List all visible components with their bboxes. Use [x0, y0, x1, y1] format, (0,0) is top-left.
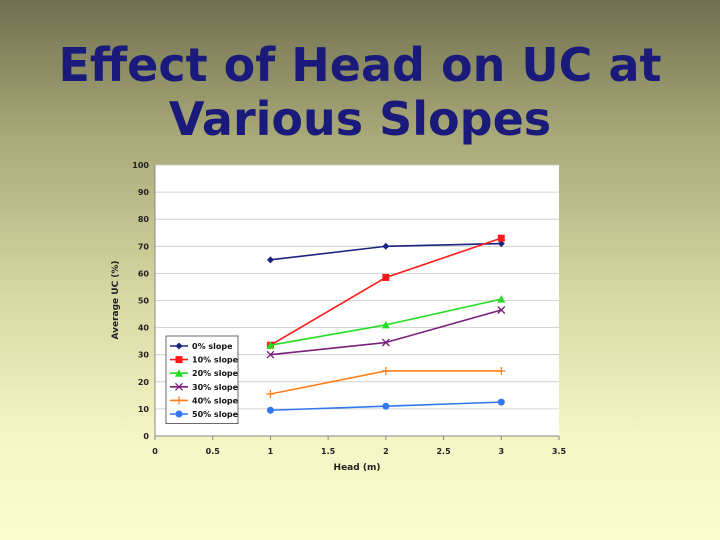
x-tick-label: 0	[152, 447, 158, 456]
data-point	[497, 366, 506, 375]
legend-marker	[175, 382, 183, 391]
legend-label: 0% slope	[192, 342, 233, 351]
slide-title: Effect of Head on UC at Various Slopes	[0, 38, 720, 146]
legend-label: 10% slope	[192, 356, 239, 365]
y-tick-label: 10	[138, 405, 150, 414]
x-tick-label: 3	[498, 447, 504, 456]
data-point	[266, 389, 275, 398]
y-tick-label: 0	[143, 432, 149, 441]
data-point	[266, 406, 274, 414]
x-tick-label: 0.5	[206, 447, 221, 456]
x-tick-label: 3.5	[552, 447, 567, 456]
series-0	[266, 240, 505, 264]
data-point	[382, 242, 390, 250]
data-point	[266, 341, 275, 349]
y-tick-label: 90	[138, 188, 150, 197]
legend-item: 10% slope	[170, 356, 239, 365]
series-5	[266, 398, 505, 414]
legend-item: 0% slope	[170, 342, 233, 351]
data-point	[266, 350, 275, 359]
data-point	[381, 320, 390, 329]
data-point	[497, 398, 505, 406]
x-axis-label: Head (m)	[334, 463, 381, 473]
legend-label: 50% slope	[192, 410, 239, 419]
legend-item: 50% slope	[170, 410, 239, 419]
legend-label: 40% slope	[192, 396, 239, 405]
data-point	[381, 338, 390, 347]
series-2	[266, 295, 506, 349]
data-point	[382, 402, 390, 410]
y-axis-label: Average UC (%)	[111, 260, 121, 339]
data-point	[497, 306, 506, 314]
slide-title-line-2: Various Slopes	[168, 92, 552, 146]
legend-label: 30% slope	[192, 383, 239, 392]
data-point	[497, 234, 505, 242]
y-tick-label: 100	[132, 161, 149, 170]
x-tick-label: 1.5	[321, 447, 336, 456]
slide-title-line-1: Effect of Head on UC at	[58, 38, 662, 92]
legend-item: 30% slope	[170, 383, 239, 392]
y-tick-label: 20	[138, 378, 150, 387]
data-point	[381, 366, 390, 375]
y-tick-label: 40	[138, 324, 150, 333]
y-tick-label: 50	[138, 297, 150, 306]
data-point	[497, 295, 506, 303]
data-point	[266, 256, 274, 264]
legend-marker	[175, 369, 183, 377]
legend-marker	[175, 396, 183, 405]
axis-ticks: 0 10 20 30 40 50 60 70 80 90 100 0 0.5 1 1.5 2 2.5 3 3.5	[132, 161, 566, 456]
x-tick-label: 2	[383, 447, 389, 456]
legend-label: 20% slope	[192, 369, 239, 378]
x-tick-label: 2.5	[436, 447, 451, 456]
series-3	[266, 306, 506, 359]
legend-box	[165, 335, 239, 424]
y-tick-label: 30	[138, 351, 150, 360]
series-4	[266, 366, 506, 398]
x-tick-label: 1	[268, 447, 274, 456]
line-chart: 0 10 20 30 40 50 60 70 80 90 100 0 0.5 1 1.5 2 2.5 3 3.5 0…	[111, 161, 567, 473]
series-layer	[266, 234, 506, 414]
legend-marker	[175, 410, 183, 418]
y-tick-label: 80	[138, 215, 150, 224]
data-point	[382, 273, 390, 281]
data-point	[497, 240, 505, 248]
y-tick-label: 60	[138, 269, 150, 278]
legend-marker	[175, 356, 183, 364]
legend-item: 20% slope	[170, 369, 239, 378]
y-tick-label: 70	[138, 242, 150, 251]
legend-marker	[175, 342, 183, 350]
legend-item: 40% slope	[170, 396, 239, 405]
legend: 0% slope 10% slope 20% slope 30% slope 40% s…	[165, 335, 239, 424]
